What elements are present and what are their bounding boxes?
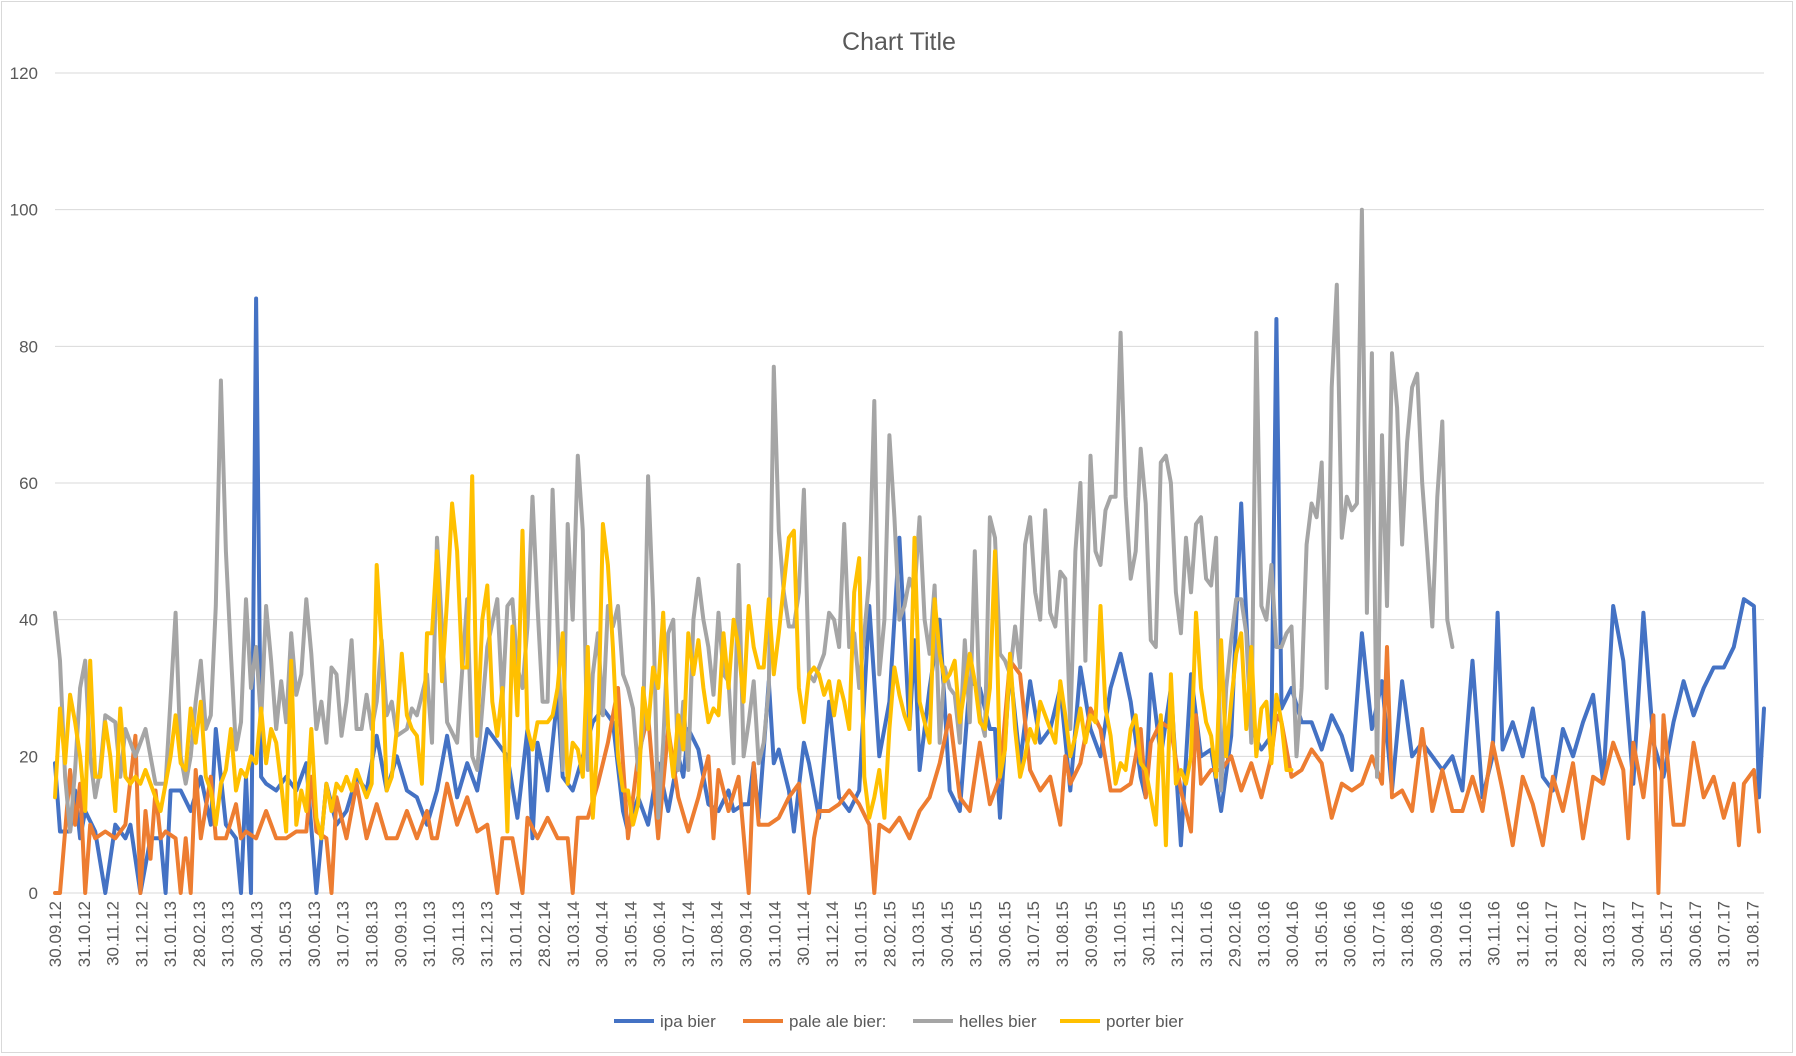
x-tick-label: 31.07.14 [679,901,698,967]
x-tick-label: 31.05.13 [276,901,295,967]
y-tick-label: 120 [10,64,38,83]
x-tick-label: 30.06.15 [995,901,1014,967]
x-tick-label: 31.07.16 [1369,901,1388,967]
legend-label-1: pale ale bier: [789,1012,886,1031]
x-tick-label: 31.08.15 [1053,901,1072,967]
legend: ipa bier pale ale bier: helles bier porter … [614,1012,1184,1031]
x-tick-label: 30.11.14 [794,901,813,966]
y-tick-label: 60 [19,474,38,493]
legend-label-2: helles bier [959,1012,1037,1031]
x-tick-label: 31.12.12 [132,901,151,967]
x-tick-label: 31.03.17 [1600,901,1619,967]
x-tick-label: 31.08.14 [708,901,727,967]
x-tick-label: 29.02.16 [1226,901,1245,967]
x-tick-label: 31.10.16 [1456,901,1475,967]
x-tick-label: 31.10.14 [765,901,784,967]
x-tick-label: 28.02.13 [190,901,209,967]
x-tick-label: 31.05.17 [1657,901,1676,967]
x-tick-label: 28.02.14 [535,901,554,967]
grid-lines [55,72,1764,894]
x-tick-label: 31.03.15 [909,901,928,967]
x-tick-label: 30.11.12 [104,901,123,966]
y-tick-label: 0 [29,884,38,903]
x-tick-label: 30.06.14 [650,901,669,967]
x-tick-label: 31.10.12 [75,901,94,967]
series-line-2 [53,207,1455,834]
x-tick-label: 31.10.13 [420,901,439,967]
x-tick-label: 31.01.14 [506,901,525,967]
series-line-3 [53,474,1294,848]
x-tick-label: 31.05.15 [967,901,986,967]
x-tick-label: 28.02.17 [1571,901,1590,967]
x-tick-label: 30.09.16 [1427,901,1446,967]
y-tick-label: 80 [19,337,38,356]
y-tick-label: 40 [19,611,38,630]
x-tick-label: 30.04.14 [593,901,612,967]
x-tick-label: 31.05.16 [1312,901,1331,967]
x-tick-label: 31.12.16 [1513,901,1532,967]
x-tick-label: 31.08.17 [1743,901,1762,967]
x-axis-ticks: 30.09.12 31.10.12 30.11.12 31.12.12 31.01.13… [46,901,1762,967]
x-tick-label: 31.10.15 [1111,901,1130,967]
x-tick-label: 30.06.16 [1341,901,1360,967]
x-tick-label: 31.01.17 [1542,901,1561,967]
x-tick-label: 28.02.15 [880,901,899,967]
y-axis-ticks: 0 20 40 60 80 100 120 [10,64,38,903]
y-tick-label: 20 [19,747,38,766]
x-tick-label: 31.01.13 [161,901,180,967]
chart-title: Chart Title [842,28,956,56]
x-tick-label: 30.06.17 [1686,901,1705,967]
x-tick-label: 31.12.15 [1168,901,1187,967]
x-tick-label: 31.08.16 [1398,901,1417,967]
legend-label-0: ipa bier [660,1012,716,1031]
x-tick-label: 30.09.13 [391,901,410,967]
x-tick-label: 31.07.15 [1024,901,1043,967]
x-tick-label: 30.06.13 [305,901,324,967]
series-line-0 [53,296,1766,895]
x-tick-label: 30.11.15 [1139,901,1158,966]
x-tick-label: 30.09.15 [1082,901,1101,967]
x-tick-label: 30.11.13 [449,901,468,966]
x-tick-label: 31.07.17 [1715,901,1734,967]
y-tick-label: 100 [10,201,38,220]
x-tick-label: 31.03.16 [1254,901,1273,967]
x-tick-label: 31.08.13 [362,901,381,967]
x-tick-label: 31.05.14 [621,901,640,967]
series-line-1 [53,645,1761,895]
x-tick-label: 30.04.17 [1628,901,1647,967]
x-tick-label: 31.03.14 [564,901,583,967]
legend-label-3: porter bier [1106,1012,1184,1031]
x-tick-label: 30.09.14 [737,901,756,967]
x-tick-label: 31.01.15 [852,901,871,967]
series-lines [53,207,1766,895]
x-tick-label: 30.04.13 [247,901,266,967]
x-tick-label: 30.04.16 [1283,901,1302,967]
x-tick-label: 30.04.15 [938,901,957,967]
x-tick-label: 31.07.13 [334,901,353,967]
x-tick-label: 30.09.12 [46,901,65,967]
x-tick-label: 31.03.13 [219,901,238,967]
x-tick-label: 31.12.14 [823,901,842,967]
x-tick-label: 31.12.13 [478,901,497,967]
x-tick-label: 31.01.16 [1197,901,1216,967]
x-tick-label: 30.11.16 [1485,901,1504,966]
